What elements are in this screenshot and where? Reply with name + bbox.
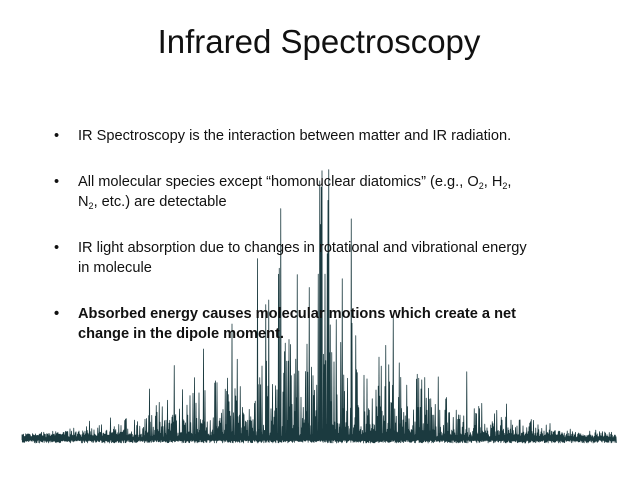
bullet-item-detectable-species: • All molecular species except “homonucl… (52, 172, 532, 212)
bullet-item-ir-definition: • IR Spectroscopy is the interaction bet… (52, 126, 532, 146)
slide-title: Infrared Spectroscopy (157, 23, 481, 60)
species-n2: N2 (78, 194, 94, 211)
species-o2: O2 (467, 174, 484, 191)
bullet-list: • IR Spectroscopy is the interaction bet… (52, 126, 532, 370)
bullet-item-absorption: • IR light absorption due to changes in … (52, 238, 532, 278)
bullet-text: All molecular species except “homonuclea… (78, 174, 512, 211)
bullet-glyph: • (54, 306, 60, 322)
bullet-text: IR Spectroscopy is the interaction betwe… (78, 128, 512, 144)
bullet-text: IR light absorption due to changes in ro… (78, 240, 527, 276)
bullet-text-after: , etc.) are detectable (93, 194, 227, 210)
spectrum-trace (21, 169, 617, 444)
bullet-glyph: • (54, 174, 60, 190)
bullet-item-dipole-moment: • Absorbed energy causes molecular motio… (52, 304, 532, 344)
species-h2: H2 (491, 174, 508, 191)
bullet-glyph: • (54, 128, 60, 144)
bullet-text-before: All molecular species except “homonuclea… (78, 174, 468, 190)
bullet-text: Absorbed energy causes molecular motions… (78, 306, 516, 342)
bullet-glyph: • (54, 240, 60, 256)
